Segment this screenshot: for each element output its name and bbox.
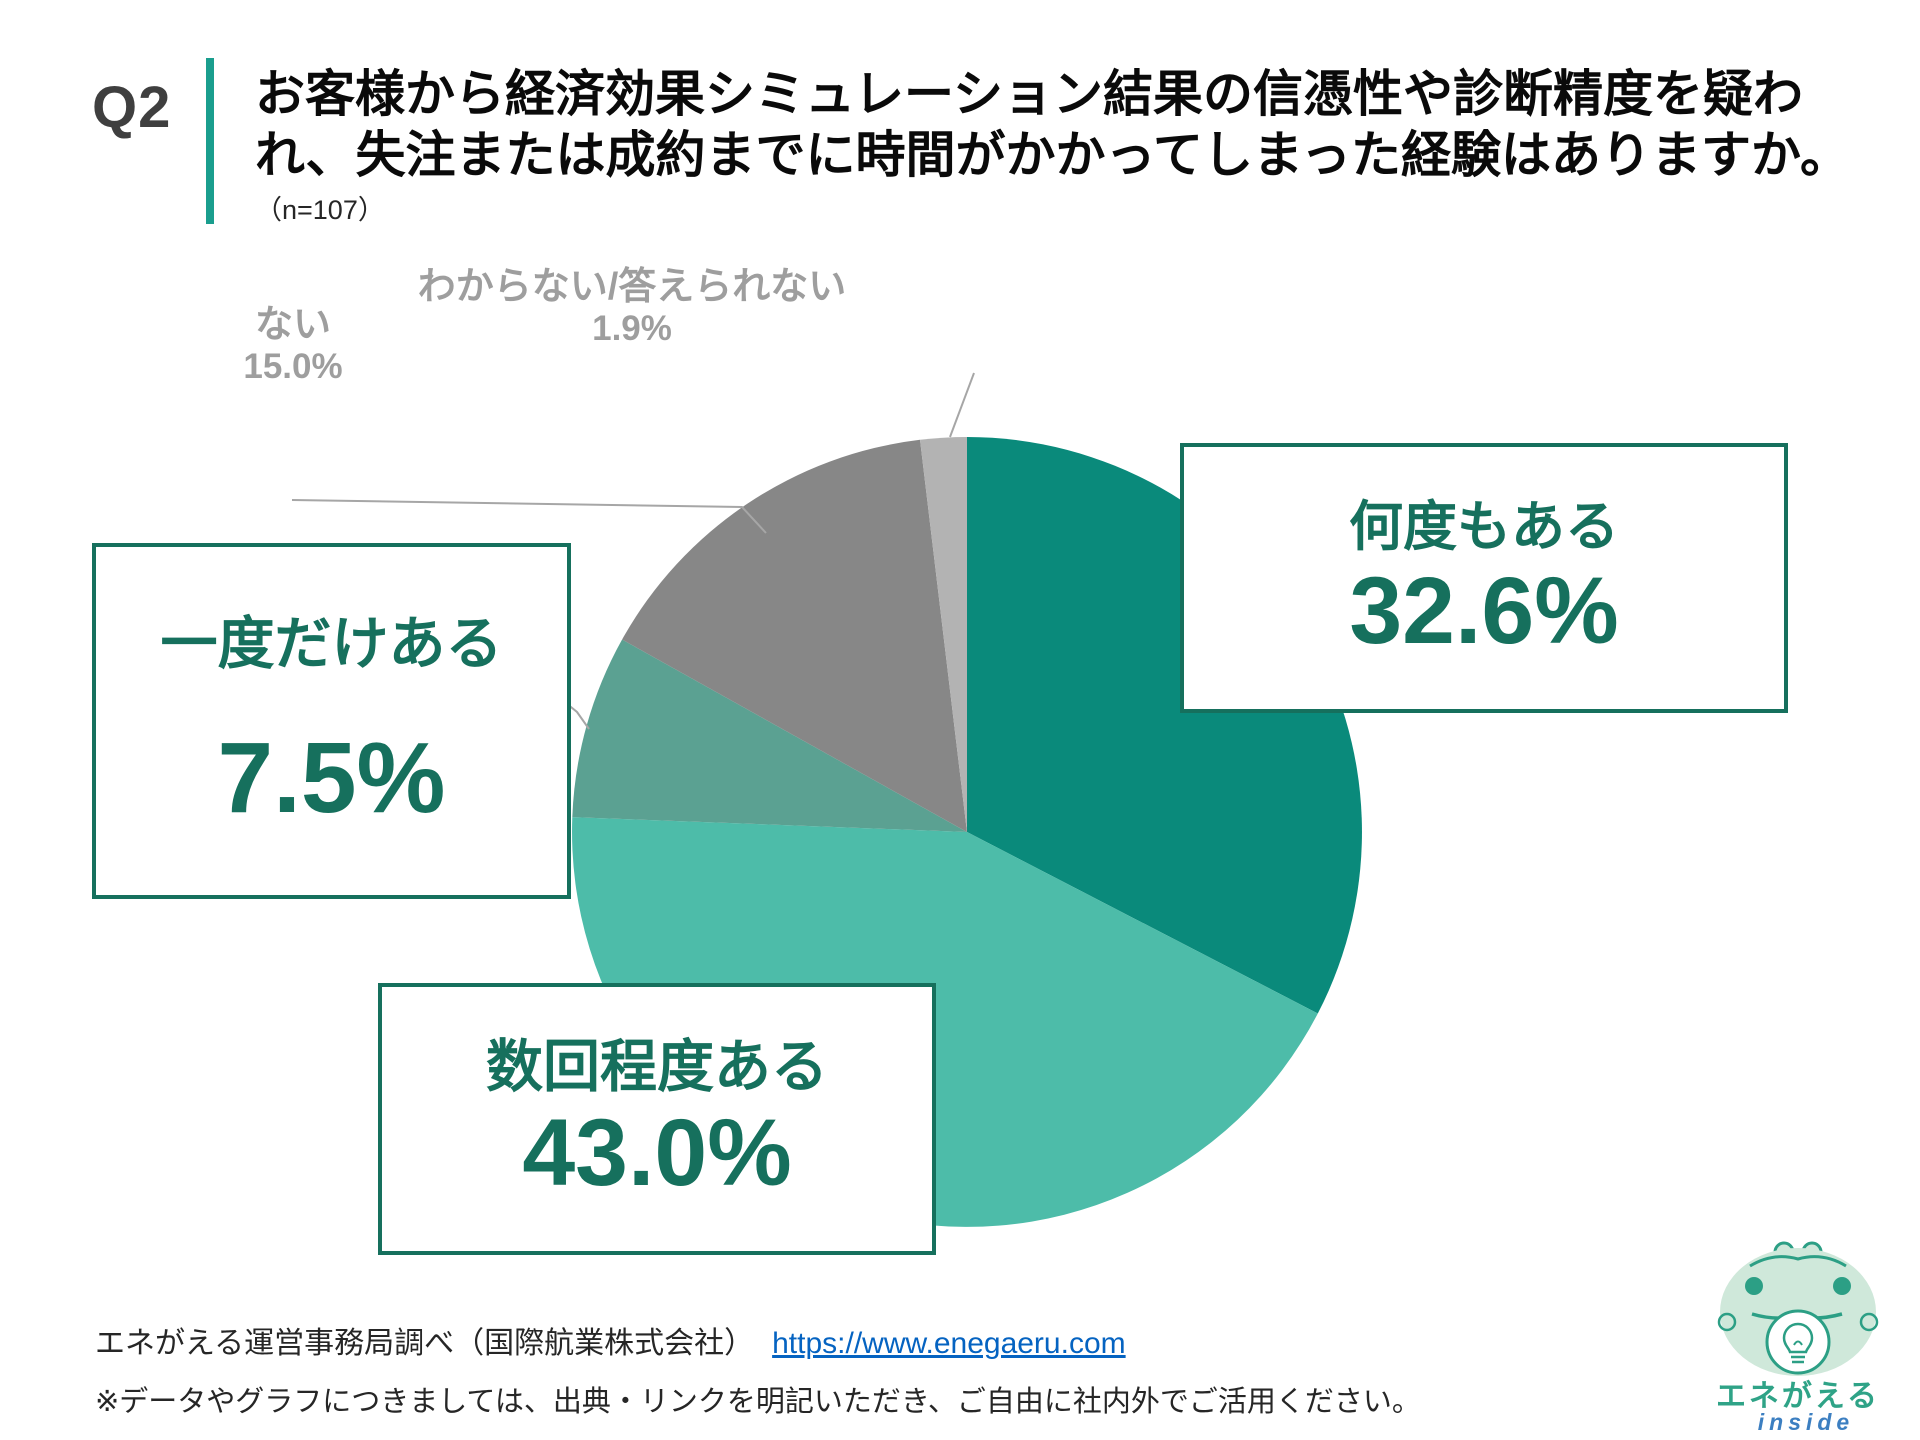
- callout-frequent-value: 32.6%: [1349, 557, 1619, 664]
- question-title-line2: れ、失注または成約までに時間がかかってしまった経験はありますか。: [255, 127, 1850, 183]
- label-unknown-value: 1.9%: [592, 308, 672, 348]
- label-unknown: わからない/答えられない 1.9%: [392, 266, 872, 350]
- frog-cheek-right-icon: [1859, 1312, 1879, 1332]
- brand-logo: エネがえる inside: [1716, 1241, 1880, 1434]
- question-title-line1: お客様から経済効果シミュレーション結果の信憑性や診断精度を疑わ: [255, 66, 1803, 122]
- logo-brand-text: エネがえる: [1716, 1379, 1880, 1413]
- bulb-icon: [1782, 1322, 1814, 1354]
- footer-note: ※データやグラフにつきましては、出典・リンクを明記いただき、ご自由に社内外でご活…: [95, 1386, 1421, 1418]
- callout-frequent: 何度もある 32.6%: [1180, 443, 1788, 713]
- frog-eye-right-icon: [1833, 1277, 1851, 1295]
- sample-size: （n=107）: [255, 195, 385, 225]
- pie-slice-4: [920, 437, 967, 832]
- pie-slice-3: [622, 439, 967, 832]
- accent-bar: [206, 58, 214, 224]
- leader-line-unknown: [949, 372, 975, 438]
- logo-sub-text: inside: [1758, 1409, 1854, 1434]
- frog-cheek-left-icon: [1717, 1312, 1737, 1332]
- footer-source-link[interactable]: https://www.enegaeru.com: [772, 1327, 1126, 1360]
- leader-line-none: [291, 499, 767, 534]
- callout-several-label: 数回程度ある: [486, 1035, 828, 1100]
- footer: エネがえる運営事務局調べ（国際航業株式会社） https://www.enegae…: [95, 1318, 1421, 1420]
- callout-once-value: 7.5%: [217, 722, 446, 834]
- footer-source-line: エネがえる運営事務局調べ（国際航業株式会社） https://www.enegae…: [95, 1318, 1421, 1362]
- callout-frequent-label: 何度もある: [1349, 496, 1619, 557]
- callout-several-value: 43.0%: [522, 1100, 792, 1207]
- question-number: Q2: [92, 75, 172, 140]
- callout-once-label: 一度だけある: [160, 612, 503, 676]
- callout-once: 一度だけある 7.5%: [92, 543, 571, 899]
- frog-brow-icon: [1749, 1255, 1847, 1268]
- callout-several: 数回程度ある 43.0%: [378, 983, 936, 1255]
- footer-source-text: エネがえる運営事務局調べ（国際航業株式会社）: [95, 1327, 755, 1360]
- label-none-value: 15.0%: [243, 346, 343, 386]
- bulb-filament-icon: [1793, 1340, 1803, 1346]
- pie-slice-2: [572, 639, 967, 832]
- label-none: ない 15.0%: [193, 304, 393, 388]
- label-none-text: ない: [254, 304, 331, 346]
- label-unknown-text: わからない/答えられない: [417, 266, 847, 308]
- frog-eye-left-icon: [1745, 1277, 1763, 1295]
- question-title-block: お客様から経済効果シミュレーション結果の信憑性や診断精度を疑わ れ、失注または成…: [255, 64, 1875, 227]
